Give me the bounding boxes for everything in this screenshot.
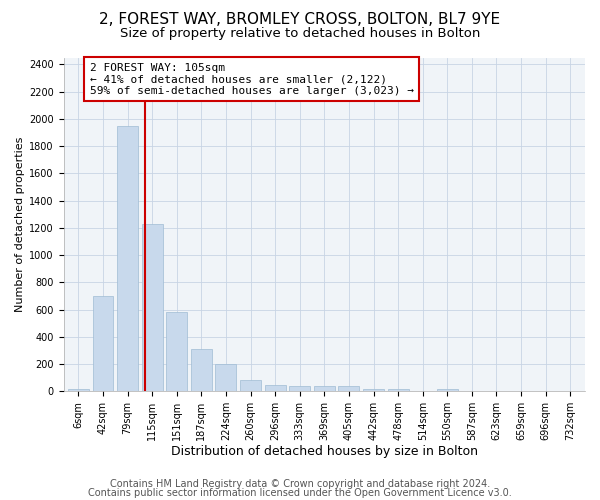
Bar — [240, 380, 261, 391]
Bar — [142, 224, 163, 391]
Bar — [215, 364, 236, 391]
Bar — [437, 388, 458, 391]
Bar — [117, 126, 138, 391]
Bar — [265, 385, 286, 391]
Bar — [191, 349, 212, 391]
Bar — [338, 386, 359, 391]
Bar — [166, 312, 187, 391]
Text: Contains HM Land Registry data © Crown copyright and database right 2024.: Contains HM Land Registry data © Crown c… — [110, 479, 490, 489]
Bar — [314, 386, 335, 391]
Bar — [363, 388, 384, 391]
Text: 2 FOREST WAY: 105sqm
← 41% of detached houses are smaller (2,122)
59% of semi-de: 2 FOREST WAY: 105sqm ← 41% of detached h… — [90, 62, 414, 96]
Bar — [289, 386, 310, 391]
Text: Size of property relative to detached houses in Bolton: Size of property relative to detached ho… — [120, 28, 480, 40]
Bar — [388, 388, 409, 391]
X-axis label: Distribution of detached houses by size in Bolton: Distribution of detached houses by size … — [171, 444, 478, 458]
Bar — [92, 296, 113, 391]
Text: 2, FOREST WAY, BROMLEY CROSS, BOLTON, BL7 9YE: 2, FOREST WAY, BROMLEY CROSS, BOLTON, BL… — [100, 12, 500, 28]
Bar — [412, 390, 433, 391]
Bar — [68, 388, 89, 391]
Text: Contains public sector information licensed under the Open Government Licence v3: Contains public sector information licen… — [88, 488, 512, 498]
Y-axis label: Number of detached properties: Number of detached properties — [15, 136, 25, 312]
